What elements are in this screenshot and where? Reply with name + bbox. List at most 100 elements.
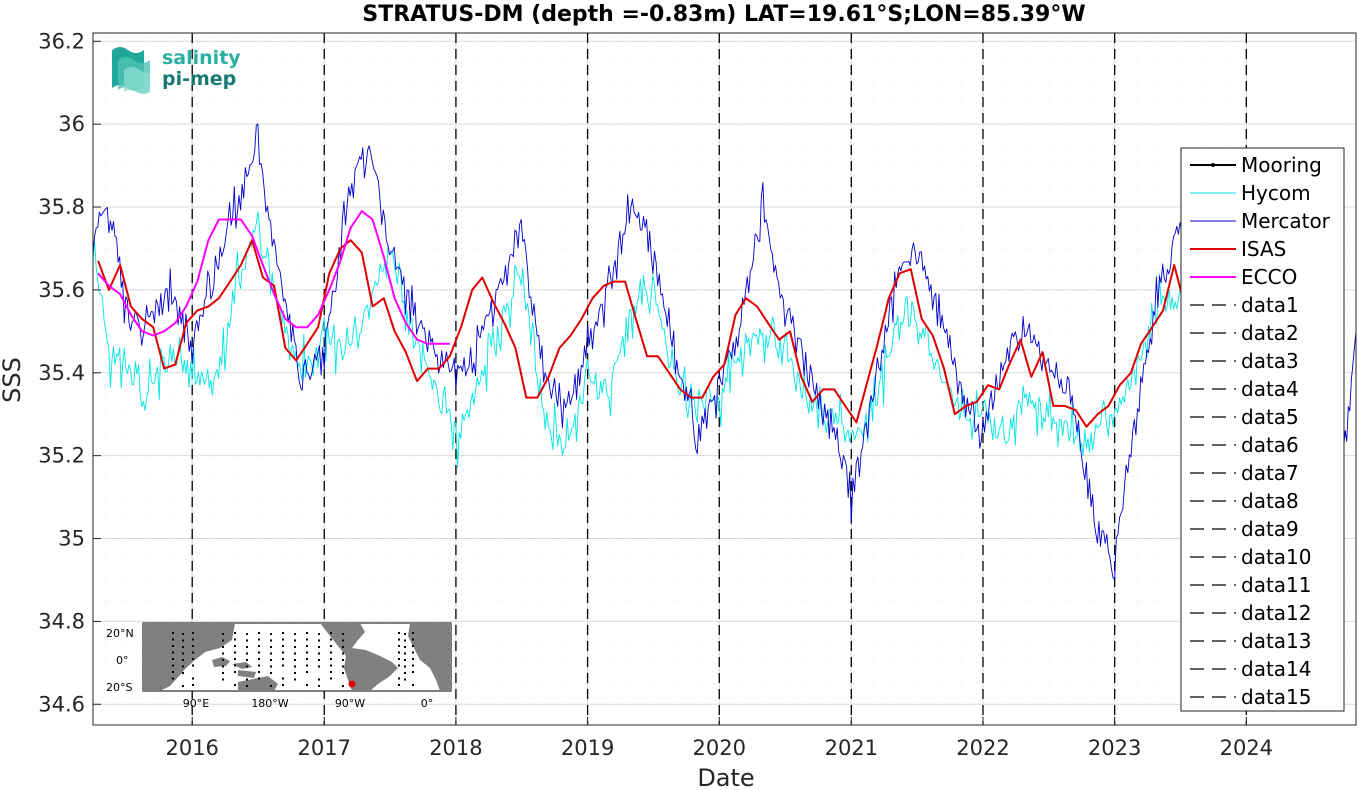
inset-dot <box>192 632 194 634</box>
inset-dot <box>282 651 284 654</box>
inset-dot <box>172 632 174 634</box>
legend: Mooring Hycom Mercator ISAS ECCO data1 data2 da… <box>1180 147 1345 712</box>
inset-dot <box>172 658 174 660</box>
x-axis-label: Date <box>697 764 754 790</box>
inset-dot <box>192 651 194 654</box>
inset-dot <box>282 638 284 641</box>
inset-dot <box>330 658 332 660</box>
inset-lat-label: 20°S <box>106 681 132 694</box>
legend-label: data7 <box>1241 461 1299 485</box>
inset-dot <box>282 677 284 680</box>
inset-dot <box>258 664 260 667</box>
legend-label: data15 <box>1241 685 1312 709</box>
legend-label: data10 <box>1241 545 1312 569</box>
x-tick-label: 2020 <box>693 736 746 760</box>
inset-map: 20°N 0° 20°S 90°E 180°W 90°W 0° <box>106 622 452 710</box>
y-tick-label: 35.6 <box>38 278 85 302</box>
x-tick-label: 2016 <box>165 736 218 760</box>
inset-dot <box>306 632 308 634</box>
inset-dot <box>270 652 272 655</box>
inset-dot <box>404 633 406 635</box>
inset-dot <box>294 639 296 642</box>
inset-dot <box>404 652 406 655</box>
inset-lon-label: 180°W <box>251 697 288 710</box>
y-axis-label: SSS <box>0 357 26 403</box>
y-tick-label: 36 <box>58 112 85 136</box>
inset-land-americas <box>320 623 398 691</box>
logo-text-salinity: salinity <box>162 47 241 69</box>
inset-dot <box>330 671 332 673</box>
inset-dot <box>318 665 320 668</box>
inset-dot <box>182 646 184 648</box>
inset-dot <box>318 659 320 661</box>
legend-label: data11 <box>1241 573 1312 597</box>
y-tick-label: 35.4 <box>38 361 85 385</box>
inset-dot <box>398 638 400 641</box>
y-tick-label: 34.8 <box>38 609 85 633</box>
legend-marker-mooring <box>1211 163 1215 167</box>
inset-dot <box>342 639 344 642</box>
inset-land-indonesia <box>212 657 256 678</box>
x-tick-label: 2019 <box>561 736 614 760</box>
legend-label: data2 <box>1241 321 1299 345</box>
inset-dot <box>234 684 236 686</box>
inset-lon-label: 90°W <box>335 697 365 710</box>
inset-dot <box>306 651 308 654</box>
inset-dot <box>222 646 224 648</box>
inset-dot <box>398 664 400 667</box>
legend-label: data9 <box>1241 517 1299 541</box>
series-line-mercator <box>92 123 1357 580</box>
inset-dot <box>342 633 344 635</box>
inset-dot <box>342 659 344 661</box>
logo-text-pimep: pi-mep <box>162 68 236 90</box>
inset-dot <box>246 665 248 668</box>
inset-dot <box>172 645 174 647</box>
inset-dot <box>318 633 320 635</box>
y-tick-label: 36.2 <box>38 29 85 53</box>
inset-dot <box>246 678 248 681</box>
legend-label: Mercator <box>1241 209 1331 233</box>
inset-dot <box>246 646 248 648</box>
inset-dot <box>258 632 260 634</box>
inset-dot <box>234 658 236 660</box>
inset-dot <box>182 665 184 668</box>
inset-dot <box>282 664 284 667</box>
inset-dot <box>412 651 414 654</box>
inset-dot <box>294 678 296 681</box>
inset-dot <box>294 659 296 661</box>
inset-dot <box>282 632 284 634</box>
inset-dot <box>222 639 224 642</box>
inset-dot <box>306 638 308 641</box>
inset-dot <box>270 665 272 668</box>
inset-dot <box>342 672 344 674</box>
inset-dot <box>270 633 272 635</box>
inset-dot <box>342 685 344 687</box>
x-axis-ticks: 2016 2017 2018 2019 2020 2021 2022 2023 2024 <box>165 717 1273 760</box>
y-axis-ticks: 34.6 34.8 35 35.2 35.4 35.6 35.8 36 36.2 <box>38 29 101 716</box>
inset-dot <box>306 664 308 667</box>
inset-dot <box>404 678 406 681</box>
inset-dot <box>330 677 332 680</box>
inset-dot <box>318 678 320 681</box>
inset-dot <box>270 646 272 648</box>
inset-dot <box>234 645 236 647</box>
series-line-ecco <box>97 210 450 345</box>
x-tick-label: 2022 <box>956 736 1009 760</box>
inset-dot <box>270 672 272 674</box>
inset-dot <box>258 677 260 680</box>
inset-dot <box>330 651 332 654</box>
inset-lon-label: 0° <box>421 697 434 710</box>
inset-dot <box>192 638 194 641</box>
y-tick-label: 35.2 <box>38 444 85 468</box>
inset-dot <box>294 646 296 648</box>
inset-dot <box>404 672 406 674</box>
inset-dot <box>270 639 272 642</box>
inset-dot <box>172 677 174 680</box>
inset-dot <box>318 646 320 648</box>
inset-dot <box>222 678 224 681</box>
inset-dot <box>398 684 400 686</box>
inset-dot <box>294 665 296 668</box>
inset-dot <box>234 671 236 673</box>
inset-dot <box>404 639 406 642</box>
